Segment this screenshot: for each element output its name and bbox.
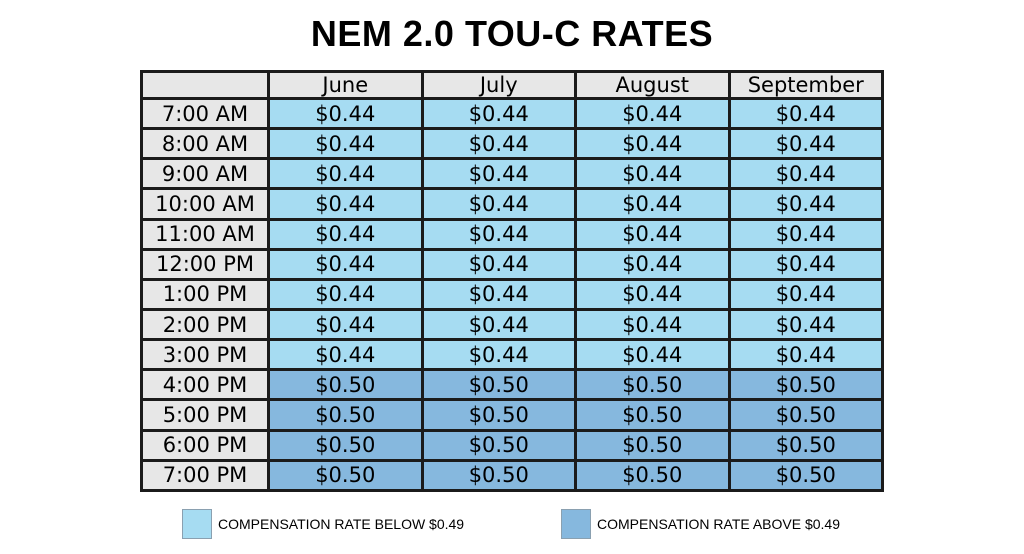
rate-cell: $0.50 xyxy=(270,431,421,459)
column-header-july: July xyxy=(423,73,574,97)
rate-cell: $0.50 xyxy=(577,371,728,399)
rate-cell: $0.50 xyxy=(270,371,421,399)
rate-cell: $0.44 xyxy=(423,190,574,218)
rate-cell: $0.50 xyxy=(577,461,728,489)
rate-cell: $0.44 xyxy=(270,280,421,308)
rate-cell: $0.44 xyxy=(730,160,881,188)
rate-cell: $0.44 xyxy=(423,310,574,339)
rate-cell: $0.44 xyxy=(270,130,421,158)
column-header-september: September xyxy=(730,73,881,97)
rate-cell: $0.44 xyxy=(577,310,728,339)
rate-cell: $0.44 xyxy=(270,341,421,369)
rate-cell: $0.44 xyxy=(730,341,881,369)
row-header-time: 7:00 AM xyxy=(143,100,267,128)
rate-cell: $0.44 xyxy=(577,130,728,158)
row-header-time: 11:00 AM xyxy=(143,220,267,248)
rate-cell: $0.44 xyxy=(423,250,574,278)
rate-cell: $0.50 xyxy=(423,401,574,429)
rate-cell: $0.44 xyxy=(270,250,421,278)
legend-swatch-below xyxy=(182,509,212,539)
row-header-time: 12:00 PM xyxy=(143,250,267,278)
column-header-august: August xyxy=(577,73,728,97)
rates-table: June July August September 7:00 AM $0.44 $… xyxy=(140,70,884,492)
table-row: 3:00 PM $0.44 $0.44 $0.44 $0.44 xyxy=(143,341,881,369)
rate-cell: $0.44 xyxy=(730,190,881,218)
row-header-time: 10:00 AM xyxy=(143,190,267,218)
row-header-time: 7:00 PM xyxy=(143,461,267,489)
rate-cell: $0.50 xyxy=(730,371,881,399)
table-row: 6:00 PM $0.50 $0.50 $0.50 $0.50 xyxy=(143,431,881,459)
legend-item-below: COMPENSATION RATE BELOW $0.49 xyxy=(182,508,464,540)
rate-cell: $0.44 xyxy=(423,220,574,248)
rate-cell: $0.44 xyxy=(270,160,421,188)
rate-cell: $0.44 xyxy=(423,160,574,188)
table-row: 7:00 AM $0.44 $0.44 $0.44 $0.44 xyxy=(143,100,881,128)
row-header-time: 6:00 PM xyxy=(143,431,267,459)
rate-cell: $0.44 xyxy=(730,310,881,339)
table-row: 1:00 PM $0.44 $0.44 $0.44 $0.44 xyxy=(143,280,881,308)
rate-cell: $0.44 xyxy=(577,220,728,248)
row-header-time: 4:00 PM xyxy=(143,371,267,399)
table-row: 8:00 AM $0.44 $0.44 $0.44 $0.44 xyxy=(143,130,881,158)
row-header-time: 2:00 PM xyxy=(143,310,267,339)
row-header-time: 3:00 PM xyxy=(143,341,267,369)
table-row: 2:00 PM $0.44 $0.44 $0.44 $0.44 xyxy=(143,310,881,339)
rate-cell: $0.44 xyxy=(270,190,421,218)
chart-title: NEM 2.0 TOU-C RATES xyxy=(310,13,714,54)
header-row: June July August September xyxy=(143,73,881,97)
rate-cell: $0.44 xyxy=(730,220,881,248)
rate-cell: $0.44 xyxy=(423,280,574,308)
row-header-time: 8:00 AM xyxy=(143,130,267,158)
rate-cell: $0.50 xyxy=(270,401,421,429)
table-row: 9:00 AM $0.44 $0.44 $0.44 $0.44 xyxy=(143,160,881,188)
legend-label-below: COMPENSATION RATE BELOW $0.49 xyxy=(218,516,465,532)
rate-cell: $0.50 xyxy=(730,401,881,429)
rate-cell: $0.44 xyxy=(577,341,728,369)
rate-cell: $0.50 xyxy=(270,461,421,489)
rate-cell: $0.44 xyxy=(423,130,574,158)
rate-cell: $0.44 xyxy=(730,280,881,308)
legend-label-above: COMPENSATION RATE ABOVE $0.49 xyxy=(597,516,840,532)
corner-cell xyxy=(143,73,267,97)
table-row: 12:00 PM $0.44 $0.44 $0.44 $0.44 xyxy=(143,250,881,278)
rate-cell: $0.44 xyxy=(730,100,881,128)
rate-cell: $0.50 xyxy=(423,461,574,489)
rate-cell: $0.44 xyxy=(423,341,574,369)
table-row: 11:00 AM $0.44 $0.44 $0.44 $0.44 xyxy=(143,220,881,248)
rate-cell: $0.44 xyxy=(577,100,728,128)
table-row: 5:00 PM $0.50 $0.50 $0.50 $0.50 xyxy=(143,401,881,429)
rate-cell: $0.44 xyxy=(730,250,881,278)
table-row: 7:00 PM $0.50 $0.50 $0.50 $0.50 xyxy=(143,461,881,489)
row-header-time: 1:00 PM xyxy=(143,280,267,308)
rate-cell: $0.50 xyxy=(423,431,574,459)
rate-cell: $0.44 xyxy=(270,310,421,339)
rate-cell: $0.50 xyxy=(730,461,881,489)
rate-cell: $0.50 xyxy=(423,371,574,399)
table-row: 10:00 AM $0.44 $0.44 $0.44 $0.44 xyxy=(143,190,881,218)
rate-cell: $0.44 xyxy=(577,250,728,278)
rate-cell: $0.44 xyxy=(577,160,728,188)
rates-table-body: 7:00 AM $0.44 $0.44 $0.44 $0.44 8:00 AM $0.44 $… xyxy=(143,100,881,489)
column-header-june: June xyxy=(270,73,421,97)
rate-cell: $0.50 xyxy=(730,431,881,459)
rate-cell: $0.44 xyxy=(270,220,421,248)
legend-item-above: COMPENSATION RATE ABOVE $0.49 xyxy=(561,508,840,540)
rate-cell: $0.50 xyxy=(577,401,728,429)
rate-cell: $0.44 xyxy=(270,100,421,128)
row-header-time: 5:00 PM xyxy=(143,401,267,429)
rate-cell: $0.44 xyxy=(730,130,881,158)
legend-swatch-above xyxy=(561,509,591,539)
rate-cell: $0.50 xyxy=(577,431,728,459)
row-header-time: 9:00 AM xyxy=(143,160,267,188)
rate-cell: $0.44 xyxy=(577,280,728,308)
table-row: 4:00 PM $0.50 $0.50 $0.50 $0.50 xyxy=(143,371,881,399)
rate-cell: $0.44 xyxy=(577,190,728,218)
rate-cell: $0.44 xyxy=(423,100,574,128)
rates-table-frame: June July August September 7:00 AM $0.44 $… xyxy=(140,70,884,492)
